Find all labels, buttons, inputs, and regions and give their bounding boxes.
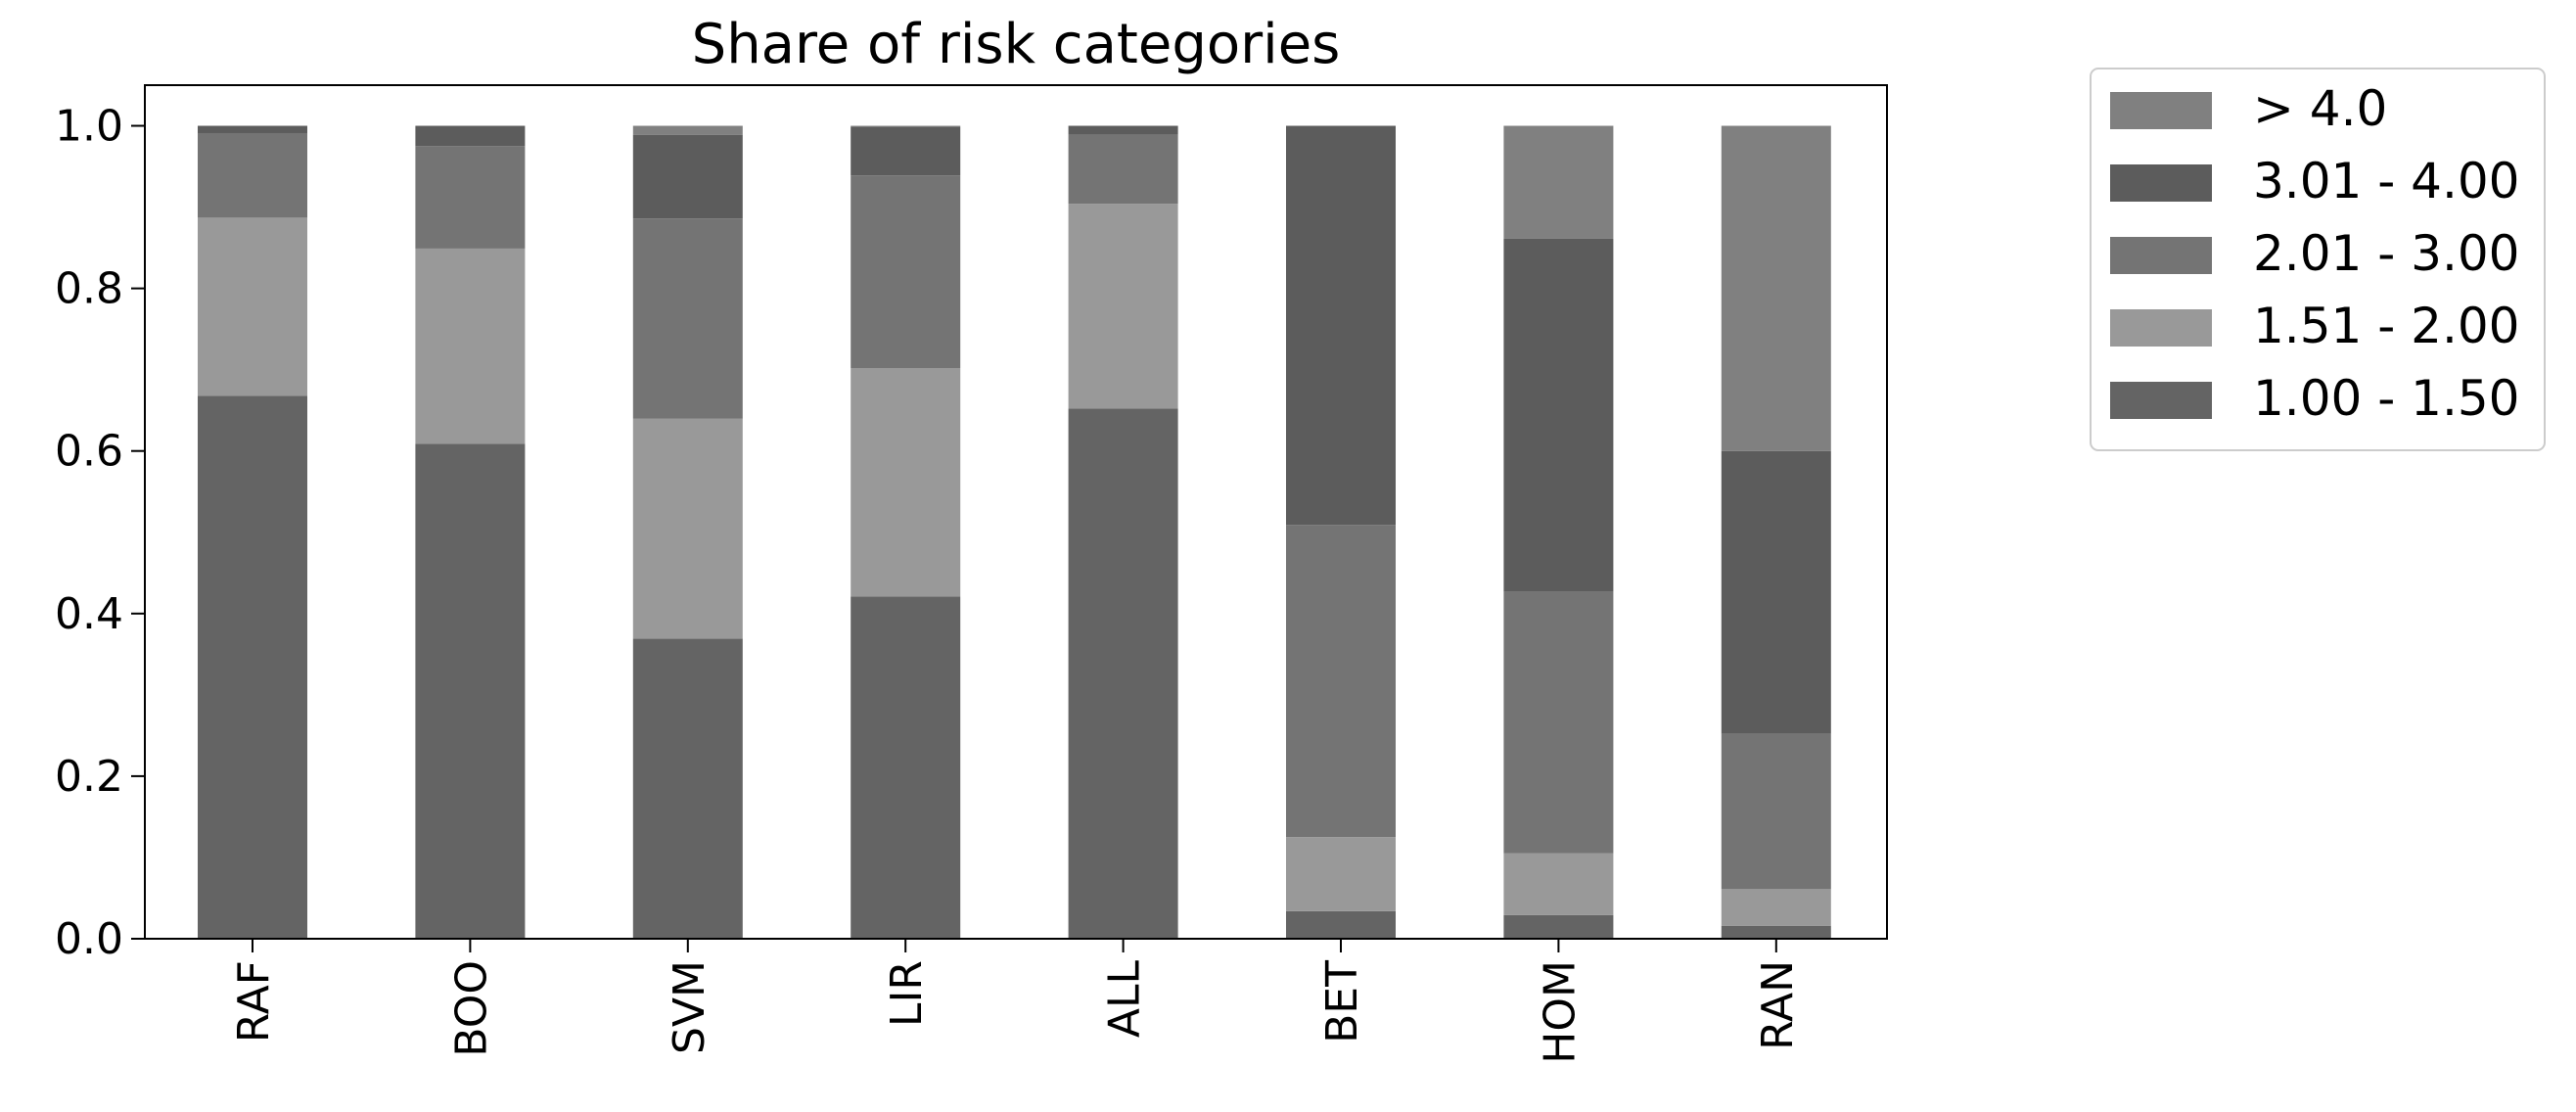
bar-segment (1503, 125, 1614, 239)
bar-segment (415, 146, 526, 249)
y-tick-label: 0.4 (55, 589, 123, 639)
x-tick-label: ALL (1100, 960, 1150, 1039)
bar-segment (1286, 525, 1396, 838)
bar-segment (632, 125, 743, 135)
bar-segment (1068, 125, 1178, 135)
bar-segment (1721, 125, 1831, 451)
bar-segment (415, 443, 526, 939)
bar-segment (1503, 914, 1614, 939)
bar-segment (851, 126, 961, 176)
legend-swatch (2110, 382, 2212, 419)
bar-segment (415, 248, 526, 444)
bar-segment (198, 133, 307, 218)
legend-label: 1.51 - 2.00 (2253, 298, 2520, 354)
y-tick-label: 1.0 (55, 102, 123, 152)
chart-title: Share of risk categories (692, 13, 1341, 76)
legend-label: 3.01 - 4.00 (2253, 153, 2520, 209)
bar-segment (1068, 134, 1178, 205)
x-tick-label: HOM (1535, 960, 1585, 1064)
y-tick-label: 0.0 (55, 914, 123, 964)
plot-frame (144, 84, 1888, 940)
legend-swatch (2110, 92, 2212, 129)
legend-frame (2090, 68, 2546, 451)
bar-segment (851, 175, 961, 368)
bar-segment (198, 395, 307, 939)
bar-segment (1286, 125, 1396, 526)
bar-segment (632, 134, 743, 219)
x-axis: RAF BOO SVM LIR ALL BET HOM RAN (229, 939, 1803, 1064)
bar-segment (632, 218, 743, 419)
y-tick-label: 0.6 (55, 427, 123, 477)
y-tick-label: 0.2 (55, 752, 123, 802)
bar-segment (1721, 733, 1831, 890)
x-tick-label: RAN (1753, 960, 1803, 1050)
bar-segment (851, 125, 961, 127)
bar-segment (851, 596, 961, 939)
x-tick-label: BOO (446, 960, 496, 1057)
bar-segment (1068, 204, 1178, 409)
bar-segment (851, 368, 961, 597)
bar-segment (632, 418, 743, 639)
x-tick-label: RAF (229, 960, 279, 1042)
bar-segment (632, 638, 743, 939)
y-axis: 0.0 0.2 0.4 0.6 0.8 1.0 (55, 102, 145, 964)
legend-swatch (2110, 237, 2212, 274)
legend-label: 1.00 - 1.50 (2253, 370, 2520, 427)
legend-swatch (2110, 309, 2212, 347)
bar-segment (415, 125, 526, 147)
x-tick-label: BET (1317, 960, 1367, 1043)
bar-segment (1503, 853, 1614, 915)
bar-segment (1068, 408, 1178, 939)
y-tick-label: 0.8 (55, 264, 123, 314)
legend-swatch (2110, 164, 2212, 202)
bar-segment (1721, 889, 1831, 926)
bar-segment (198, 125, 307, 133)
bar-segment (1503, 591, 1614, 854)
bar-segment (1721, 450, 1831, 734)
legend: > 4.0 3.01 - 4.00 2.01 - 3.00 1.51 - 2.00 1.… (2090, 68, 2546, 451)
bar-segment (198, 217, 307, 396)
bar-segment (1503, 238, 1614, 592)
legend-label: 2.01 - 3.00 (2253, 225, 2520, 282)
bars-layer (198, 125, 1831, 939)
x-tick-label: SVM (665, 960, 714, 1054)
bar-segment (1286, 910, 1396, 939)
bar-segment (1286, 837, 1396, 911)
x-tick-label: LIR (882, 960, 932, 1027)
bar-segment (1721, 925, 1831, 939)
legend-label: > 4.0 (2253, 80, 2387, 137)
